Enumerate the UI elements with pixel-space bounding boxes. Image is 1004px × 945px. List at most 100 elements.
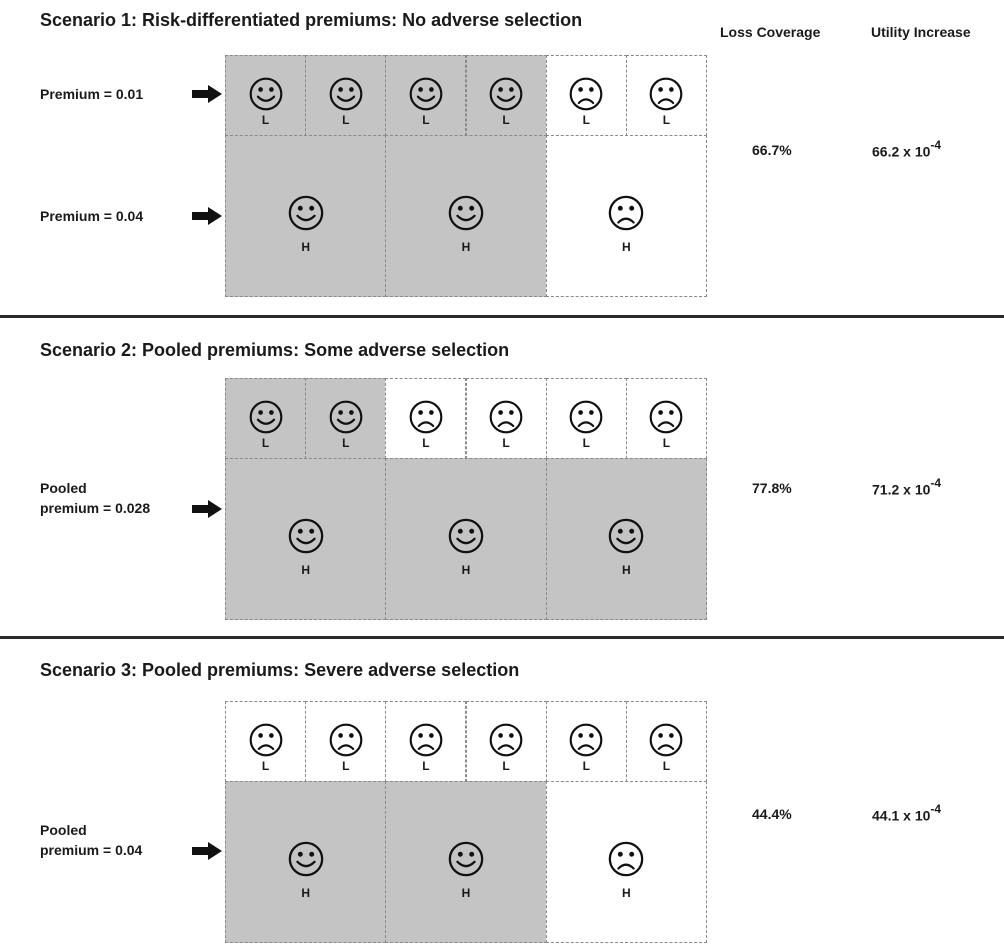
high-risk-cell: H (225, 135, 387, 297)
risk-group-label: H (621, 563, 631, 577)
frowning-face-icon (648, 722, 684, 763)
risk-group-label: L (342, 436, 350, 450)
high-risk-cell: H (225, 458, 387, 620)
smiley-face-icon (488, 76, 524, 117)
risk-group-label: H (301, 886, 310, 900)
scenario-1-utility-increase: 66.2 x 10-4 (872, 138, 941, 160)
low-risk-cell: L (545, 701, 627, 782)
scenario-3-utility-increase: 44.1 x 10-4 (872, 802, 941, 824)
frowning-face-icon (607, 840, 645, 883)
frowning-face-icon (568, 399, 604, 440)
scenario-1-premium-low-label: Premium = 0.01 (40, 84, 200, 104)
premium-label-line: premium = 0.028 (40, 500, 151, 516)
low-risk-cell: L (625, 701, 707, 782)
smiley-face-icon (447, 194, 485, 237)
right-arrow-icon (192, 85, 222, 108)
frowning-face-icon (607, 194, 645, 237)
scenario-1-premium-high-label: Premium = 0.04 (40, 206, 200, 226)
low-risk-cell: L (385, 701, 467, 782)
high-risk-cell: H (545, 781, 707, 943)
low-risk-cell: L (545, 55, 627, 136)
smiley-face-icon (248, 76, 284, 117)
smiley-face-icon (607, 517, 645, 560)
low-risk-cell: L (305, 55, 387, 136)
low-risk-cell: L (225, 701, 307, 782)
smiley-face-icon (408, 76, 444, 117)
low-risk-cell: L (545, 378, 627, 459)
right-arrow-icon (192, 207, 222, 230)
low-risk-cell: L (385, 378, 467, 459)
risk-group-label: L (422, 759, 430, 773)
utility-value: 44.1 x 10 (872, 807, 931, 824)
frowning-face-icon (568, 76, 604, 117)
utility-exponent: -4 (930, 476, 942, 490)
scenario-1-loss-coverage: 66.7% (752, 142, 792, 158)
premium-label-line: Premium = 0.01 (40, 86, 144, 102)
risk-group-label: L (422, 113, 430, 127)
frowning-face-icon (648, 399, 684, 440)
risk-group-label: L (502, 759, 510, 773)
smiley-face-icon (328, 76, 364, 117)
premium-label-line: Premium = 0.04 (40, 208, 144, 224)
risk-group-label: H (461, 886, 471, 900)
frowning-face-icon (408, 722, 444, 763)
premium-label-line: premium = 0.04 (40, 842, 143, 858)
risk-group-label: H (461, 240, 471, 254)
frowning-face-icon (648, 76, 684, 117)
frowning-face-icon (248, 722, 284, 763)
smiley-face-icon (328, 399, 364, 440)
smiley-face-icon (287, 517, 325, 560)
scenario-2-premium-label: Pooled premium = 0.028 (40, 478, 200, 518)
high-risk-cell: H (385, 458, 547, 620)
risk-group-label: L (261, 436, 270, 450)
scenario-3-grid: L L L L L L H H H (225, 701, 707, 943)
frowning-face-icon (488, 722, 524, 763)
scenario-2-loss-coverage: 77.8% (752, 480, 792, 496)
loss-coverage-header: Loss Coverage (720, 24, 821, 40)
low-risk-cell: L (225, 378, 307, 459)
frowning-face-icon (568, 722, 604, 763)
risk-group-label: H (461, 563, 471, 577)
scenario-1-grid: L L L L L L H H H (225, 55, 707, 297)
risk-group-label: H (301, 563, 310, 577)
scenario-3-loss-coverage: 44.4% (752, 806, 792, 822)
low-risk-cell: L (305, 378, 387, 459)
premium-label-line: Pooled (40, 480, 87, 496)
low-risk-cell: L (305, 701, 387, 782)
low-risk-cell: L (465, 378, 547, 459)
risk-group-label: H (301, 240, 310, 254)
high-risk-cell: H (545, 458, 707, 620)
low-risk-cell: L (385, 55, 467, 136)
premium-label-line: Pooled (40, 822, 87, 838)
risk-group-label: L (342, 759, 350, 773)
utility-increase-header: Utility Increase (871, 24, 971, 40)
low-risk-cell: L (225, 55, 307, 136)
frowning-face-icon (488, 399, 524, 440)
risk-group-label: L (261, 113, 270, 127)
low-risk-cell: L (625, 378, 707, 459)
high-risk-cell: H (545, 135, 707, 297)
smiley-face-icon (447, 517, 485, 560)
scenario-1-title: Scenario 1: Risk-differentiated premiums… (40, 10, 583, 30)
risk-group-label: L (662, 759, 671, 773)
scenario-3-title: Scenario 3: Pooled premiums: Severe adve… (40, 660, 520, 680)
high-risk-cell: H (225, 781, 387, 943)
utility-value: 71.2 x 10 (872, 481, 931, 498)
low-risk-cell: L (465, 701, 547, 782)
scenario-divider (0, 636, 1004, 639)
risk-group-label: H (621, 240, 631, 254)
low-risk-cell: L (465, 55, 547, 136)
scenario-2-title: Scenario 2: Pooled premiums: Some advers… (40, 340, 510, 360)
smiley-face-icon (287, 840, 325, 883)
frowning-face-icon (328, 722, 364, 763)
right-arrow-icon (192, 842, 222, 865)
risk-group-label: L (582, 113, 590, 127)
scenario-divider (0, 315, 1004, 318)
scenario-2-utility-increase: 71.2 x 10-4 (872, 476, 942, 498)
scenario-3-premium-label: Pooled premium = 0.04 (40, 820, 200, 860)
right-arrow-icon (192, 500, 222, 523)
risk-group-label: L (662, 436, 671, 450)
risk-group-label: L (502, 113, 510, 127)
risk-group-label: L (502, 436, 510, 450)
risk-group-label: L (582, 436, 590, 450)
